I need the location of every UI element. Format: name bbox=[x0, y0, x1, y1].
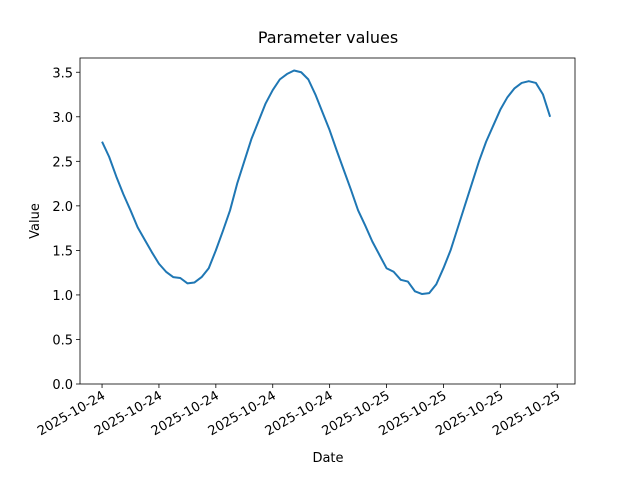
chart-title: Parameter values bbox=[258, 28, 398, 47]
y-tick-label: 3.5 bbox=[52, 66, 73, 81]
y-tick-label: 2.5 bbox=[52, 155, 73, 170]
y-tick-label: 1.5 bbox=[52, 244, 73, 259]
y-tick-label: 2.0 bbox=[52, 200, 73, 215]
y-axis-label: Value bbox=[28, 203, 43, 239]
plot-frame bbox=[79, 57, 576, 385]
y-tick-label: 0.0 bbox=[52, 378, 73, 393]
line bbox=[101, 69, 552, 296]
y-tick-label: 3.0 bbox=[52, 111, 73, 126]
y-tick-label: 1.0 bbox=[52, 289, 73, 304]
y-tick-label: 0.5 bbox=[52, 333, 73, 348]
x-axis-label: Date bbox=[312, 451, 343, 466]
